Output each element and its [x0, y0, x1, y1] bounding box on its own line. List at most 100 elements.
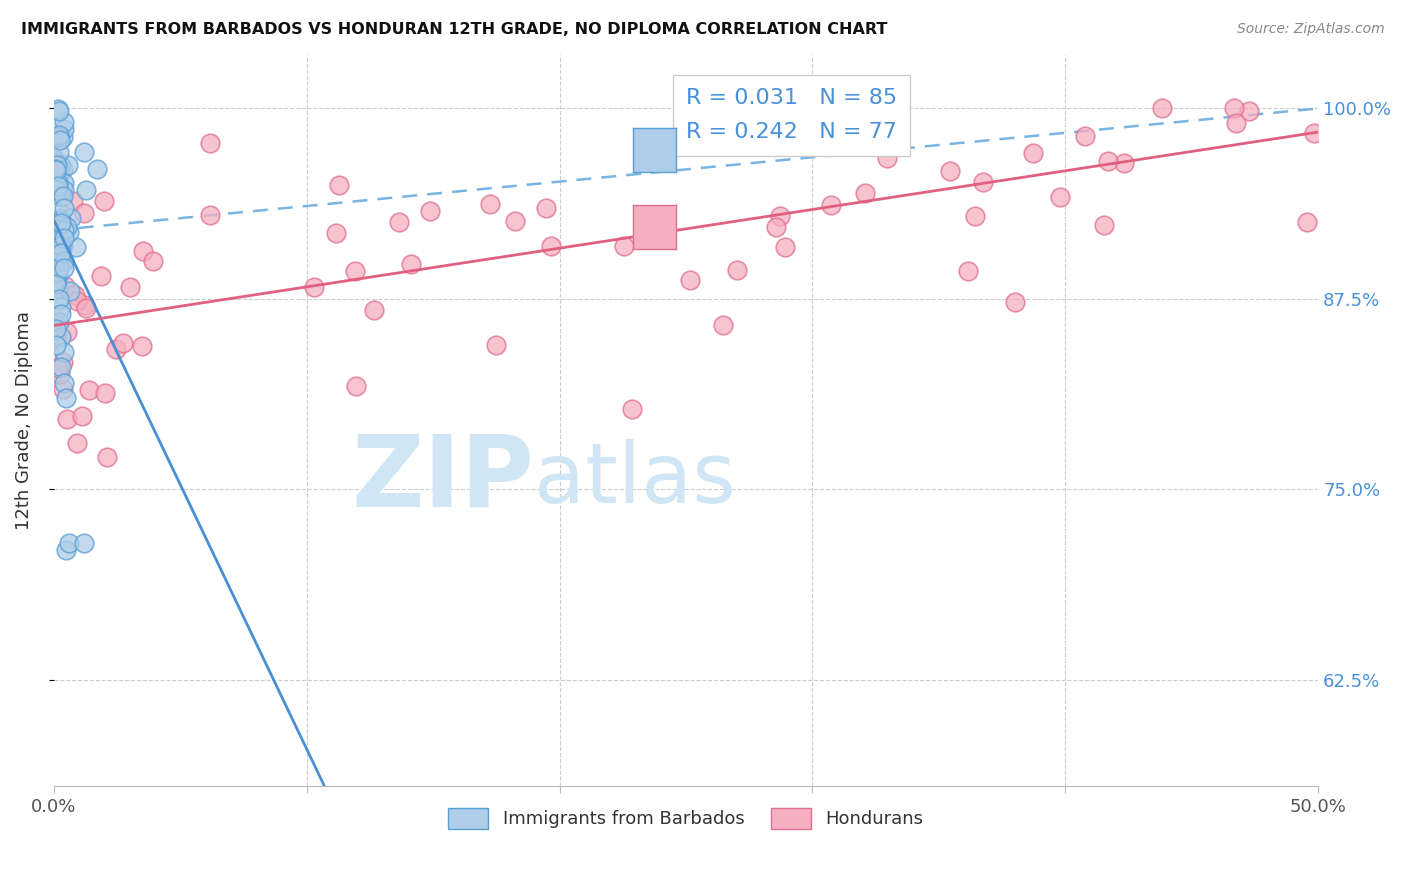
Point — [56, 325, 79, 339]
Point — [44, 227, 66, 241]
Point — [344, 378, 367, 392]
Point — [1296, 215, 1319, 229]
Point — [803, 111, 825, 125]
Point — [46, 281, 69, 295]
Point — [52, 201, 75, 215]
Point — [485, 338, 508, 352]
Point — [198, 136, 221, 150]
Point — [820, 197, 842, 211]
Text: Source: ZipAtlas.com: Source: ZipAtlas.com — [1237, 22, 1385, 37]
Point — [45, 228, 67, 243]
Point — [51, 190, 73, 204]
Point — [782, 117, 804, 131]
Point — [132, 244, 155, 259]
Point — [48, 145, 70, 159]
Point — [44, 162, 66, 177]
Point — [45, 277, 67, 291]
Point — [45, 163, 67, 178]
Point — [112, 335, 135, 350]
Point — [1303, 126, 1326, 140]
Point — [96, 450, 118, 464]
Point — [46, 178, 69, 193]
Point — [77, 383, 100, 397]
Text: R = 0.031   N = 85
R = 0.242   N = 77: R = 0.031 N = 85 R = 0.242 N = 77 — [686, 88, 897, 143]
Point — [45, 337, 67, 351]
Point — [55, 543, 77, 558]
Y-axis label: 12th Grade, No Diploma: 12th Grade, No Diploma — [15, 311, 32, 531]
Point — [52, 183, 75, 197]
Point — [363, 302, 385, 317]
Point — [93, 194, 115, 208]
Point — [51, 226, 73, 240]
Point — [769, 209, 792, 223]
Point — [48, 292, 70, 306]
Point — [90, 269, 112, 284]
Point — [343, 264, 366, 278]
Point — [48, 221, 70, 235]
Point — [105, 342, 128, 356]
Point — [939, 164, 962, 178]
Point — [46, 222, 69, 236]
Point — [388, 214, 411, 228]
Point — [53, 176, 76, 190]
Point — [956, 264, 979, 278]
Point — [58, 535, 80, 549]
Point — [620, 402, 643, 417]
Point — [48, 261, 70, 276]
Point — [48, 315, 70, 329]
Point — [66, 436, 89, 450]
Point — [302, 279, 325, 293]
Point — [49, 213, 72, 227]
Point — [48, 129, 70, 144]
Point — [773, 240, 796, 254]
Point — [52, 345, 75, 359]
Point — [59, 284, 82, 298]
Point — [75, 183, 97, 197]
Point — [46, 360, 69, 375]
Point — [65, 240, 87, 254]
Point — [48, 157, 70, 171]
Point — [86, 162, 108, 177]
Text: IMMIGRANTS FROM BARBADOS VS HONDURAN 12TH GRADE, NO DIPLOMA CORRELATION CHART: IMMIGRANTS FROM BARBADOS VS HONDURAN 12T… — [21, 22, 887, 37]
Point — [613, 238, 636, 252]
Point — [44, 152, 66, 166]
Point — [53, 279, 76, 293]
Point — [59, 211, 82, 226]
Point — [1092, 218, 1115, 232]
Point — [52, 253, 75, 268]
Point — [46, 269, 69, 284]
Point — [1150, 102, 1173, 116]
Point — [534, 201, 557, 215]
Text: atlas: atlas — [534, 439, 735, 520]
Point — [51, 360, 73, 375]
Point — [46, 103, 69, 117]
Point — [49, 214, 72, 228]
Point — [51, 307, 73, 321]
Point — [765, 220, 787, 235]
Point — [70, 409, 93, 423]
Point — [717, 124, 740, 138]
Point — [328, 178, 350, 193]
Point — [45, 265, 67, 279]
Point — [52, 382, 75, 396]
Point — [52, 223, 75, 237]
Point — [1021, 146, 1043, 161]
Point — [52, 130, 75, 145]
Point — [884, 138, 907, 153]
Point — [52, 161, 75, 176]
Point — [45, 331, 67, 345]
Point — [56, 411, 79, 425]
Legend: Immigrants from Barbados, Hondurans: Immigrants from Barbados, Hondurans — [441, 801, 931, 836]
Point — [972, 175, 994, 189]
Point — [46, 179, 69, 194]
Point — [52, 376, 75, 390]
Point — [51, 238, 73, 252]
Point — [45, 183, 67, 197]
Point — [711, 318, 734, 332]
Point — [58, 158, 80, 172]
Point — [853, 186, 876, 200]
Point — [1112, 156, 1135, 170]
Point — [46, 219, 69, 234]
Point — [46, 257, 69, 271]
Point — [1223, 102, 1246, 116]
